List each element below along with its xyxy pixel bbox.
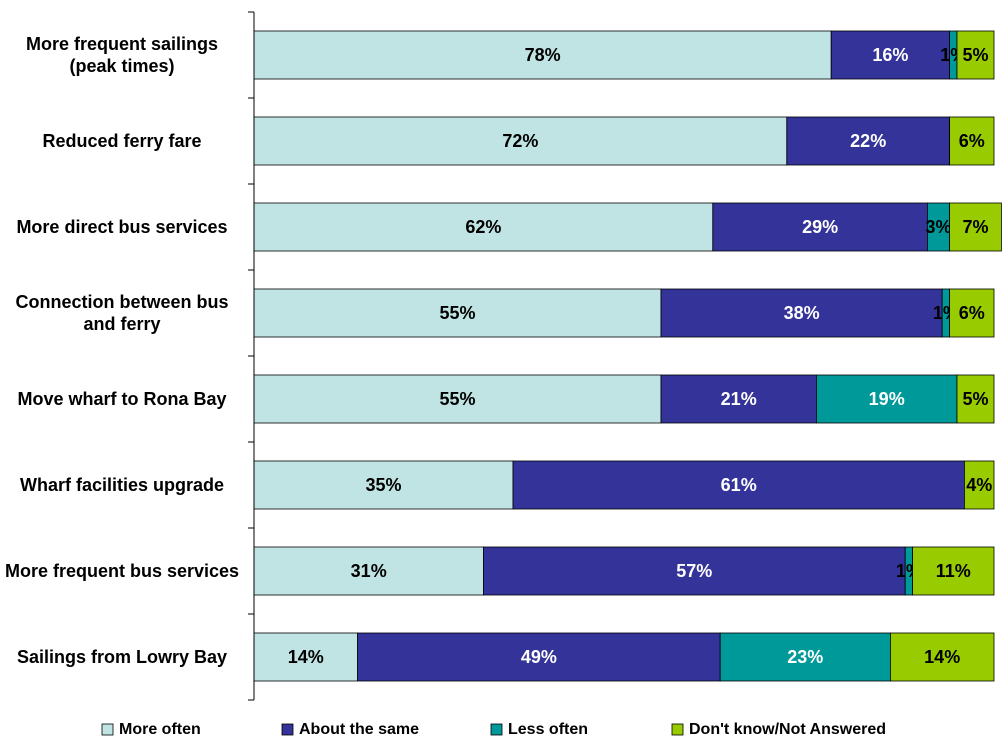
bar-segment (719, 632, 891, 682)
data-label: 5% (962, 45, 988, 65)
category-label: More direct bus services (16, 217, 228, 237)
data-label: 31% (351, 561, 387, 581)
category-label: Wharf facilities upgrade (19, 475, 225, 495)
category-label: Move wharf to Rona Bay (17, 389, 227, 409)
bar-segment (253, 288, 662, 338)
data-label: 21% (721, 389, 757, 409)
legend-swatch (671, 723, 684, 736)
data-label: 35% (365, 475, 401, 495)
data-label: 14% (924, 647, 960, 667)
bar-segment (512, 460, 965, 510)
bar-segment (712, 202, 928, 252)
bar-segment (816, 374, 958, 424)
category-label: More frequent bus services (4, 561, 240, 581)
data-label: 16% (872, 45, 908, 65)
data-label: 3% (925, 217, 951, 237)
data-label: 7% (962, 217, 988, 237)
data-label: 78% (525, 45, 561, 65)
category-label: Sailings from Lowry Bay (16, 647, 228, 667)
bar-segment (956, 30, 995, 80)
data-label: 19% (869, 389, 905, 409)
bar-segment (964, 460, 995, 510)
data-label: 22% (850, 131, 886, 151)
data-label: 38% (784, 303, 820, 323)
bar-segment (949, 116, 995, 166)
data-label: 6% (959, 131, 985, 151)
bar-segment (253, 374, 662, 424)
bar-segment (890, 632, 995, 682)
data-label: 29% (802, 217, 838, 237)
category-label: Reduced ferry fare (42, 131, 202, 151)
bar-segment (357, 632, 721, 682)
data-label: 5% (962, 389, 988, 409)
legend-label: Less often (508, 721, 588, 738)
data-label: 6% (959, 303, 985, 323)
legend-label: About the same (299, 721, 419, 738)
bar-segment (253, 116, 788, 166)
data-label: 55% (439, 303, 475, 323)
legend-swatch (101, 723, 114, 736)
bar-segment (482, 546, 906, 596)
bar-segment (253, 202, 714, 252)
bar-segment (949, 202, 1002, 252)
legend-label: Don't know/Not Answered (689, 721, 886, 738)
bar-segment (253, 30, 832, 80)
data-label: 4% (966, 475, 992, 495)
bar-segment (253, 460, 514, 510)
bar-segment (253, 546, 484, 596)
bar-segment (786, 116, 950, 166)
data-label: 61% (721, 475, 757, 495)
data-label: 62% (465, 217, 501, 237)
bar-segment (956, 374, 995, 424)
data-label: 55% (439, 389, 475, 409)
bar-segment (660, 288, 943, 338)
bar-segment (912, 546, 995, 596)
data-label: 11% (936, 561, 971, 581)
data-label: 23% (787, 647, 823, 667)
bar-segment (949, 288, 995, 338)
data-label: 72% (502, 131, 538, 151)
data-label: 14% (288, 647, 324, 667)
legend-label: More often (119, 721, 201, 738)
data-label: 49% (521, 647, 557, 667)
data-label: 57% (676, 561, 712, 581)
bar-segment (660, 374, 817, 424)
legend-swatch (490, 723, 503, 736)
category-label: More frequent sailings (peak times) (25, 34, 219, 76)
bar-segment (830, 30, 951, 80)
legend-swatch (281, 723, 294, 736)
category-label: Connection between bus and ferry (15, 292, 229, 334)
